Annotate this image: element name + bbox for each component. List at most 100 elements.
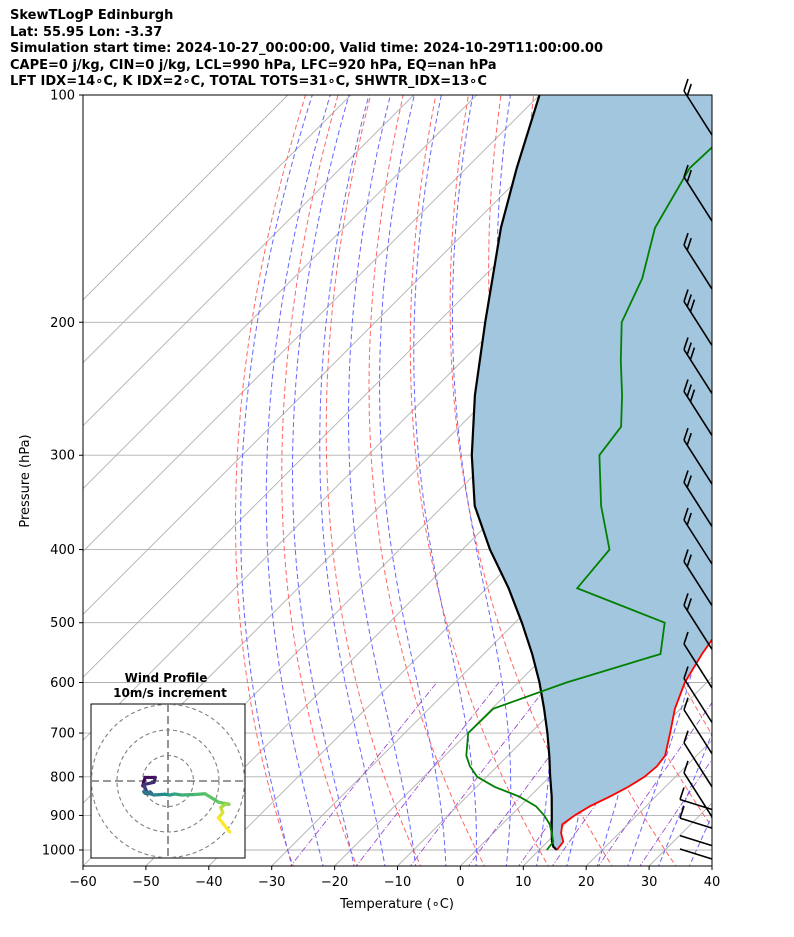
wind-barb-staff — [683, 643, 713, 689]
chart-time-info: Simulation start time: 2024-10-27_00:00:… — [10, 41, 603, 56]
wind-barb-flag — [683, 730, 689, 744]
wind-barb-flag — [683, 232, 689, 246]
wind-barb-staff — [683, 772, 713, 818]
wind-barb — [683, 631, 713, 689]
isotherm — [83, 95, 541, 553]
dry-adiabat — [325, 95, 422, 866]
parcel-profile-line — [470, 95, 558, 851]
chart-location: Lat: 55.95 Lon: -3.37 — [10, 24, 163, 40]
temperature-profile-line — [556, 638, 712, 851]
x-tick-label: −60 — [69, 875, 96, 890]
dewpoint-profile-line — [465, 146, 712, 851]
y-tick-label: 500 — [50, 616, 75, 631]
wind-barb-flag — [683, 549, 689, 562]
x-tick-label: 0 — [456, 875, 464, 890]
wind-barb-staff — [683, 244, 713, 290]
x-tick-label: 40 — [704, 875, 721, 890]
wind-barb-flag — [686, 598, 692, 611]
isotherm — [711, 865, 712, 866]
isotherm — [83, 95, 352, 364]
chart-cape-info: CAPE=0 j/kg, CIN=0 j/kg, LCL=990 hPa, LF… — [10, 57, 497, 73]
wind-barb-flag — [686, 512, 692, 526]
x-tick-label: −40 — [195, 875, 222, 890]
wind-barb-flag — [683, 379, 689, 392]
chart-title: SkewTLogP Edinburgh — [10, 8, 174, 23]
wind-barb — [683, 289, 713, 346]
wind-barb-flag — [686, 384, 692, 397]
x-tick-label: −50 — [132, 875, 159, 890]
mixing-ratio-line — [355, 682, 500, 866]
wind-barb-staff — [683, 678, 713, 723]
y-tick-label: 800 — [50, 770, 75, 785]
hodograph-segment — [203, 792, 221, 804]
wind-barb-staff — [683, 742, 713, 788]
isotherm — [772, 68, 794, 869]
wind-barb-flag — [683, 164, 689, 178]
hodograph-segment — [216, 816, 232, 834]
wind-barb — [679, 834, 713, 847]
isotherm — [333, 487, 712, 866]
y-axis-label: Pressure (hPa) — [18, 434, 33, 527]
wind-barb — [683, 232, 713, 290]
wind-barb-staff — [683, 482, 713, 527]
isotherm — [83, 95, 415, 427]
wind-barb-flag — [686, 237, 692, 251]
wind-barb-flag — [683, 593, 689, 606]
wind-barb — [679, 805, 713, 829]
hodograph-title: Wind Profile — [125, 671, 208, 685]
y-tick-label: 600 — [50, 676, 75, 691]
wind-barb-staff — [683, 709, 713, 755]
wind-barb-staff — [683, 519, 713, 565]
wind-barb-staff — [679, 848, 713, 860]
dry-adiabat — [728, 61, 794, 870]
mixing-ratio-line — [639, 758, 712, 866]
wind-barb-flag — [686, 475, 692, 488]
wind-barb-flag — [683, 760, 689, 774]
wind-barb — [679, 787, 713, 811]
dry-adiabat — [759, 61, 794, 870]
x-tick-label: −10 — [384, 875, 411, 890]
wind-barb — [683, 549, 713, 606]
mixing-ratio-line — [409, 682, 551, 866]
axes: −60 −50 −40 −30 −20 −10 0 10 20 30 40 1000 900 800 700… — [42, 89, 720, 891]
wind-barbs — [679, 78, 713, 860]
wind-barb — [683, 730, 713, 788]
y-tick-label: 200 — [50, 316, 75, 331]
wind-barb-flag — [683, 427, 689, 441]
wind-barb-staff — [679, 817, 713, 829]
isotherm — [83, 95, 478, 490]
mixing-ratio-line — [290, 682, 438, 866]
isotherm — [83, 95, 604, 616]
moist-adiabat — [348, 95, 417, 866]
plot-area — [83, 61, 794, 870]
wind-barb-flag — [683, 507, 689, 521]
hodograph-subtitle: 10m/s increment — [113, 686, 227, 700]
moist-adiabat — [451, 95, 512, 866]
wind-barb — [679, 848, 713, 860]
wind-barb-staff — [683, 439, 713, 485]
hodograph-segment — [193, 792, 207, 797]
wind-barb-flag — [689, 299, 696, 312]
dry-adiabat — [281, 95, 358, 866]
moist-adiabat — [240, 95, 313, 866]
hodograph-segment — [142, 790, 156, 797]
moist-adiabat — [719, 95, 794, 869]
wind-barb-flag — [686, 83, 692, 97]
dry-adiabat — [235, 95, 307, 866]
wind-barb-flag — [686, 342, 692, 355]
wind-barb-flag — [683, 78, 689, 92]
dry-adiabat — [368, 95, 486, 866]
wind-barb-flag — [683, 470, 689, 483]
x-axis-label: Temperature (∘C) — [339, 897, 454, 912]
moist-adiabat — [319, 95, 386, 866]
moist-adiabat — [379, 95, 447, 866]
x-tick-label: −20 — [321, 875, 348, 890]
y-tick-label: 1000 — [42, 844, 75, 859]
isotherm — [83, 95, 289, 301]
hodograph-segment — [152, 792, 167, 797]
dry-adiabat — [409, 95, 549, 866]
wind-barb-staff — [683, 604, 713, 650]
wind-barb-staff — [683, 349, 713, 394]
wind-barb-flag — [683, 697, 689, 711]
